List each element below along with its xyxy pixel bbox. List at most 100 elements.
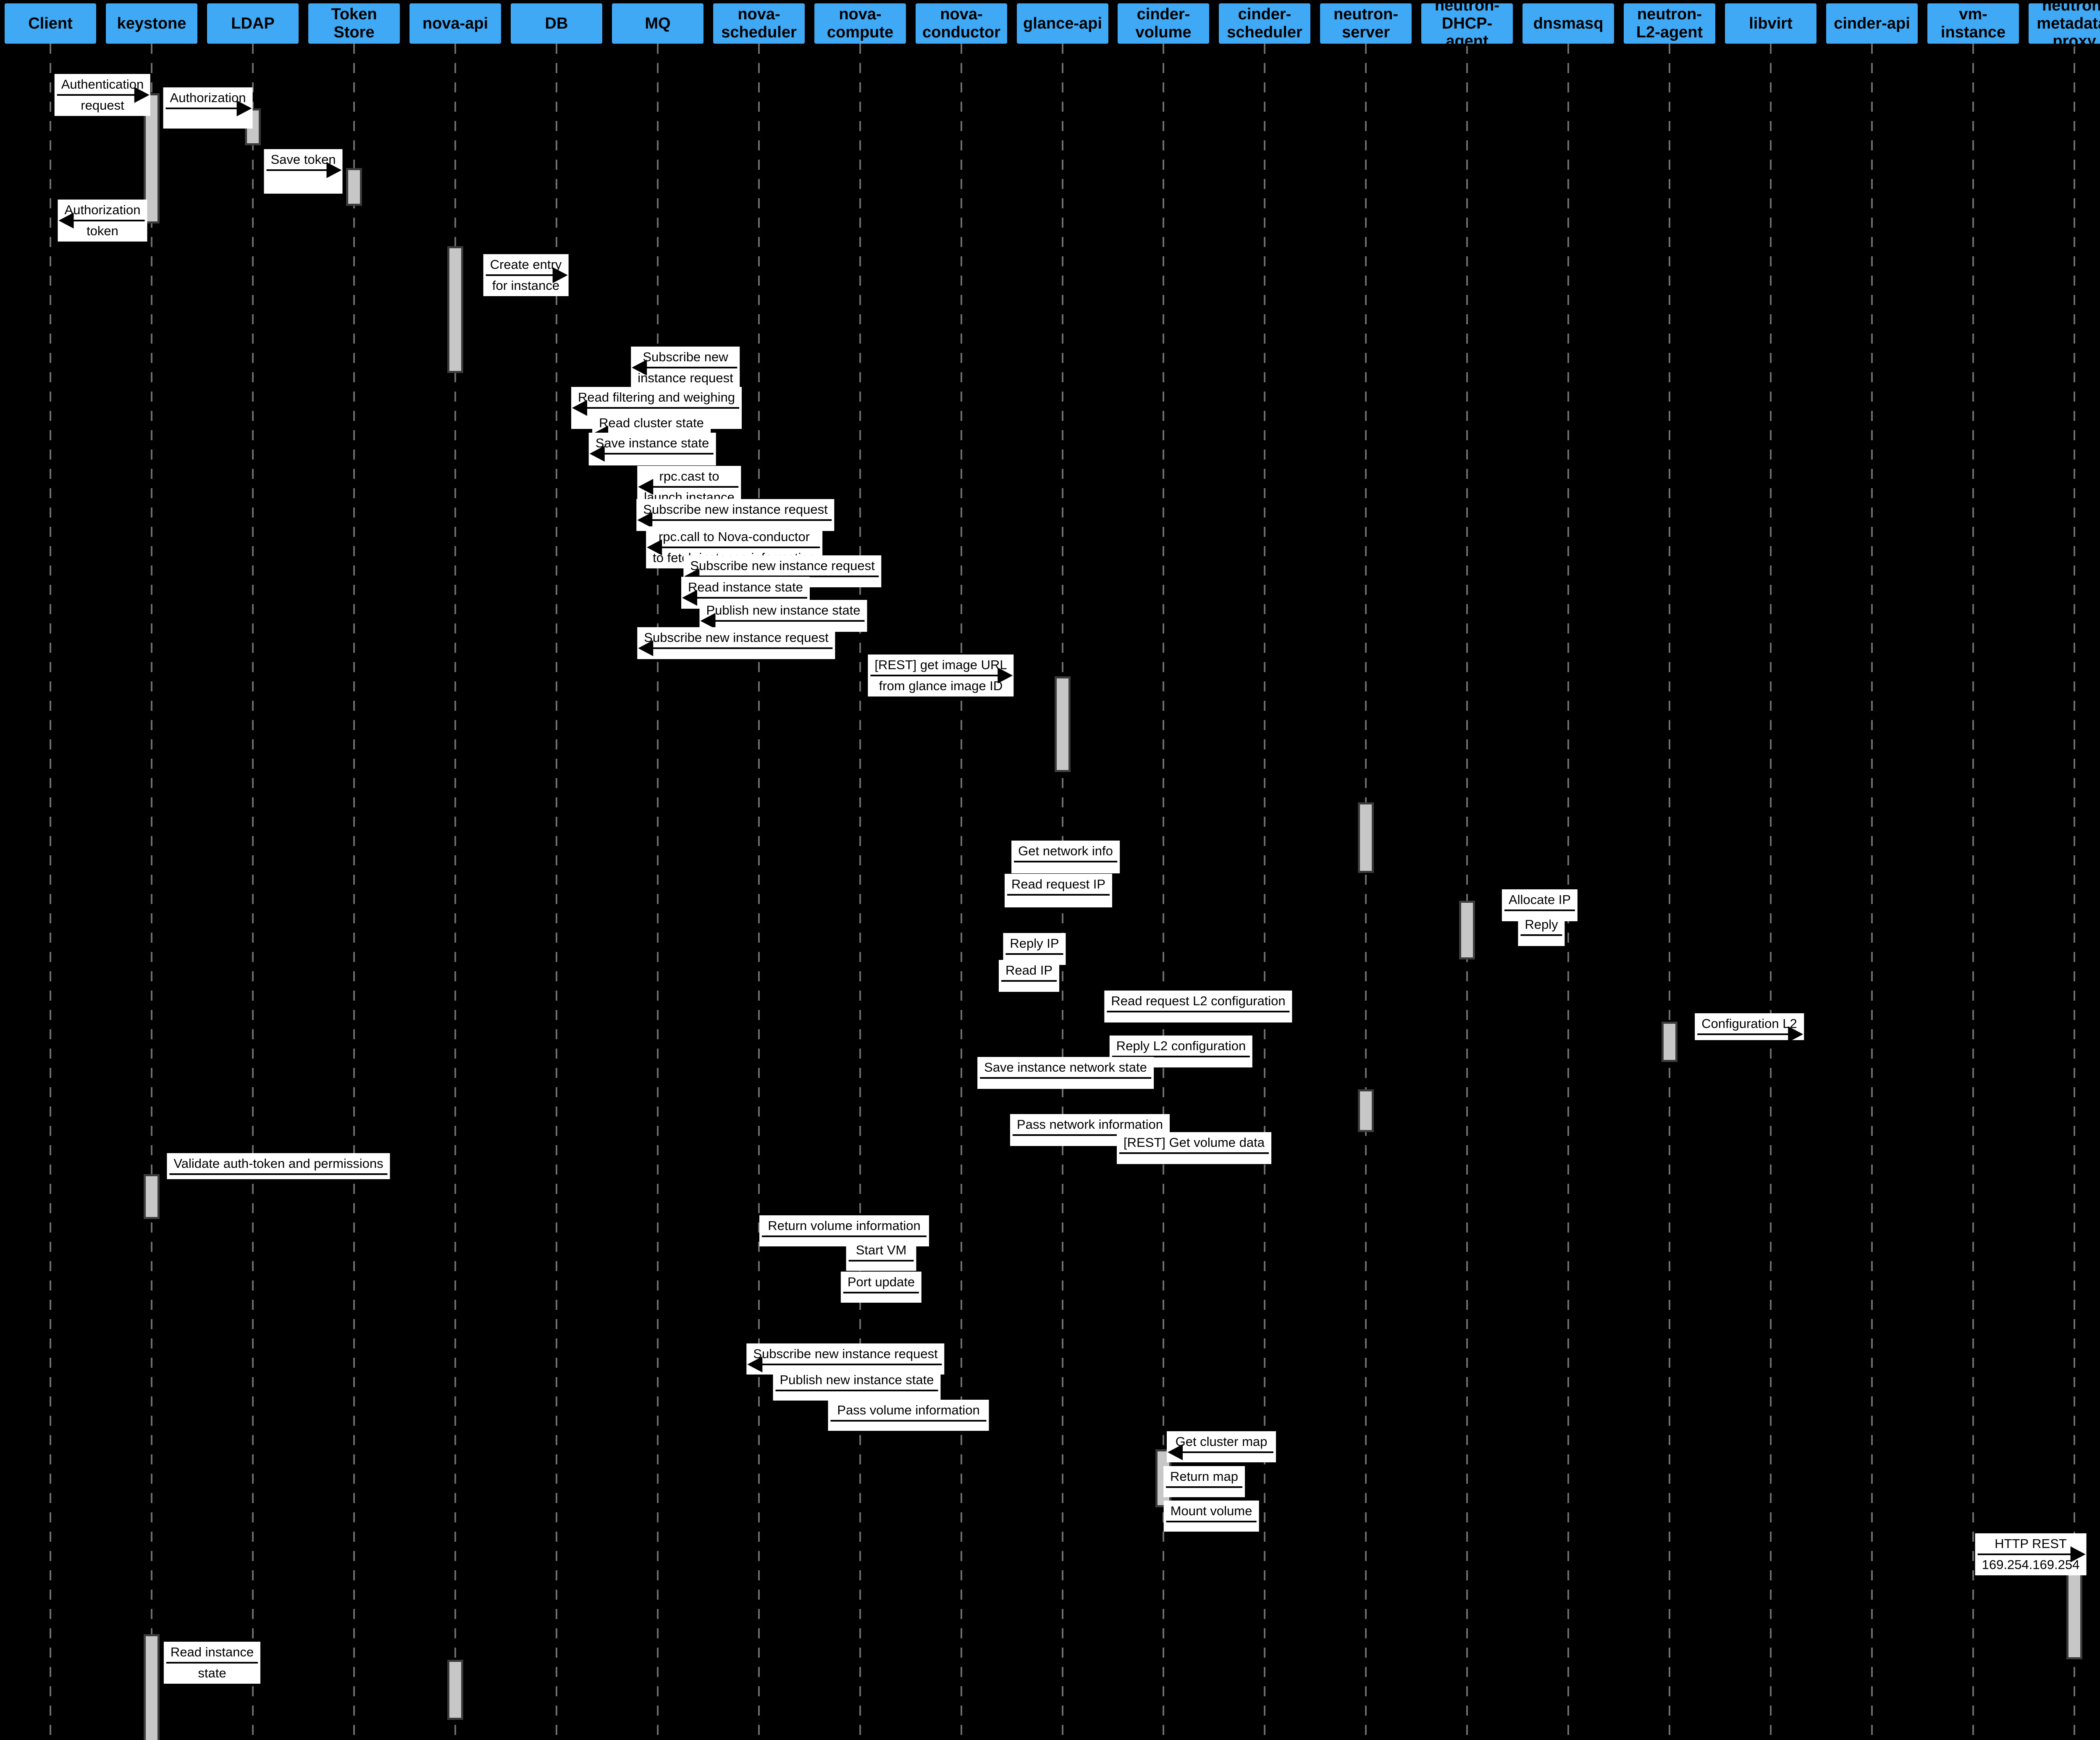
message-label: Publish new instance state <box>699 600 867 632</box>
message-text: [REST] Get volume data <box>1124 1135 1265 1150</box>
message-label-padding <box>1014 863 1117 873</box>
arrowhead-right-icon <box>236 100 252 116</box>
arrowhead-left-icon <box>638 479 654 495</box>
message-arrow-line <box>1001 980 1057 982</box>
message-arrow-line <box>980 1077 1151 1079</box>
message-label-padding <box>1166 1489 1242 1497</box>
actor-box-neutron-l2-agent: neutron-L2-agent <box>1624 3 1715 44</box>
message-label: Authentication request <box>54 74 151 116</box>
message-arrow-line <box>1007 894 1110 896</box>
message-text: Port update <box>847 1275 915 1289</box>
message-arrow-line <box>1005 953 1063 955</box>
message-text: request <box>81 98 124 113</box>
arrowhead-left-icon <box>700 613 716 629</box>
message-text: Get network info <box>1018 844 1113 858</box>
lifeline-token-store <box>353 44 355 1740</box>
message-label-padding <box>486 294 566 296</box>
message-label: [REST] get image URL from glance image ID <box>868 654 1014 697</box>
message-text: Pass volume information <box>837 1403 980 1417</box>
message-text: Create entry <box>490 257 562 272</box>
message-label: Authorization token <box>58 200 147 242</box>
message-label: Read request L2 configuration <box>1104 991 1292 1022</box>
arrowhead-left-icon <box>572 400 588 416</box>
message-text: Read IP <box>1005 963 1053 978</box>
message-label: Save instance state <box>588 433 716 465</box>
message-label-padding <box>843 1294 919 1303</box>
message-text: Pass network information <box>1016 1117 1163 1132</box>
arrowhead-left-icon <box>58 213 74 229</box>
message-text: Publish new instance state <box>780 1372 934 1387</box>
actor-box-libvirt: libvirt <box>1725 3 1816 44</box>
actor-box-cinder-api: cinder-api <box>1826 3 1918 44</box>
message-label-padding <box>1107 1013 1289 1022</box>
message-arrow-line <box>647 539 820 555</box>
lifeline-neutron-metadata-proxy <box>2074 44 2075 1740</box>
message-arrow-line <box>572 400 739 416</box>
message-label: Start VM <box>846 1240 916 1271</box>
message-label-padding <box>1169 1454 1273 1462</box>
message-text: for instance <box>492 278 560 293</box>
message-arrow-line <box>1977 1546 2086 1562</box>
message-text: Reply <box>1525 917 1558 932</box>
activation-bar-keystone <box>144 1174 160 1219</box>
message-arrow-line <box>166 1662 258 1664</box>
message-arrow-line <box>762 1235 927 1237</box>
message-label: Reply <box>1518 914 1565 946</box>
message-text: Read instance <box>170 1645 254 1659</box>
actor-box-token-store: Token Store <box>308 3 400 44</box>
message-arrow-line <box>58 213 145 229</box>
message-arrow-line <box>870 668 1013 683</box>
arrowhead-left-icon <box>747 1356 763 1372</box>
message-label: Read instance state <box>163 1642 261 1684</box>
message-text: Read cluster state <box>599 415 704 430</box>
message-label: Return map <box>1163 1466 1245 1497</box>
message-label: HTTP REST 169.254.169.254 <box>1975 1533 2087 1575</box>
message-label-padding <box>1978 1574 2084 1575</box>
message-text: Save token <box>270 152 336 167</box>
message-text: Authorization <box>64 202 141 217</box>
message-arrow-line <box>775 1390 938 1391</box>
arrowhead-right-icon <box>2070 1546 2086 1562</box>
message-label-padding <box>169 1176 387 1179</box>
actor-box-glance-api: glance-api <box>1017 3 1108 44</box>
message-text: Read request L2 configuration <box>1111 994 1286 1008</box>
message-label: Read IP <box>998 960 1060 992</box>
message-arrow-line <box>1504 909 1575 911</box>
message-arrow-line <box>589 446 714 462</box>
message-arrow-line <box>1012 1134 1168 1136</box>
message-arrow-line <box>682 590 808 606</box>
lifeline-neutron-l2-agent <box>1669 44 1670 1740</box>
message-label-padding <box>166 1682 258 1684</box>
message-label: Pass network information <box>1010 1114 1170 1146</box>
activation-bar-neutron-server <box>1358 802 1374 873</box>
arrowhead-right-icon <box>1788 1026 1803 1042</box>
message-arrow-line <box>1107 1011 1290 1012</box>
arrowhead-right-icon <box>998 668 1013 683</box>
actor-box-neutron-metadata-proxy: neutron-metadata-proxy <box>2029 0 2100 50</box>
message-label: Save instance network state <box>977 1057 1154 1089</box>
arrowhead-left-icon <box>638 640 654 656</box>
message-text: 169.254.169.254 <box>1982 1557 2080 1572</box>
lifeline-libvirt <box>1770 44 1772 1740</box>
message-label-padding <box>849 1262 914 1271</box>
message-arrow-line <box>638 640 833 656</box>
message-arrow-line <box>637 512 832 528</box>
arrowhead-right-icon <box>552 267 568 283</box>
actor-box-vm-instance: vm-instance <box>1927 3 2019 44</box>
arrowhead-right-icon <box>326 162 342 178</box>
message-label: Get network info <box>1011 841 1120 873</box>
message-text: Authentication <box>61 77 144 92</box>
message-arrow-line <box>632 360 738 376</box>
message-text: Reply L2 configuration <box>1116 1038 1246 1053</box>
message-label-padding <box>870 695 1011 697</box>
message-text: Subscribe new instance request <box>644 630 829 645</box>
actor-box-nova-conductor: nova-conductor <box>916 3 1007 44</box>
message-text: Validate auth-token and permissions <box>173 1156 383 1171</box>
message-label-padding <box>60 240 145 242</box>
message-label-padding <box>775 1392 938 1401</box>
message-label: Subscribe new instance request <box>636 499 835 531</box>
lifeline-db <box>556 44 557 1740</box>
arrowhead-left-icon <box>1168 1444 1183 1460</box>
lifeline-nova-api <box>454 44 456 1740</box>
message-label-padding <box>591 455 714 465</box>
